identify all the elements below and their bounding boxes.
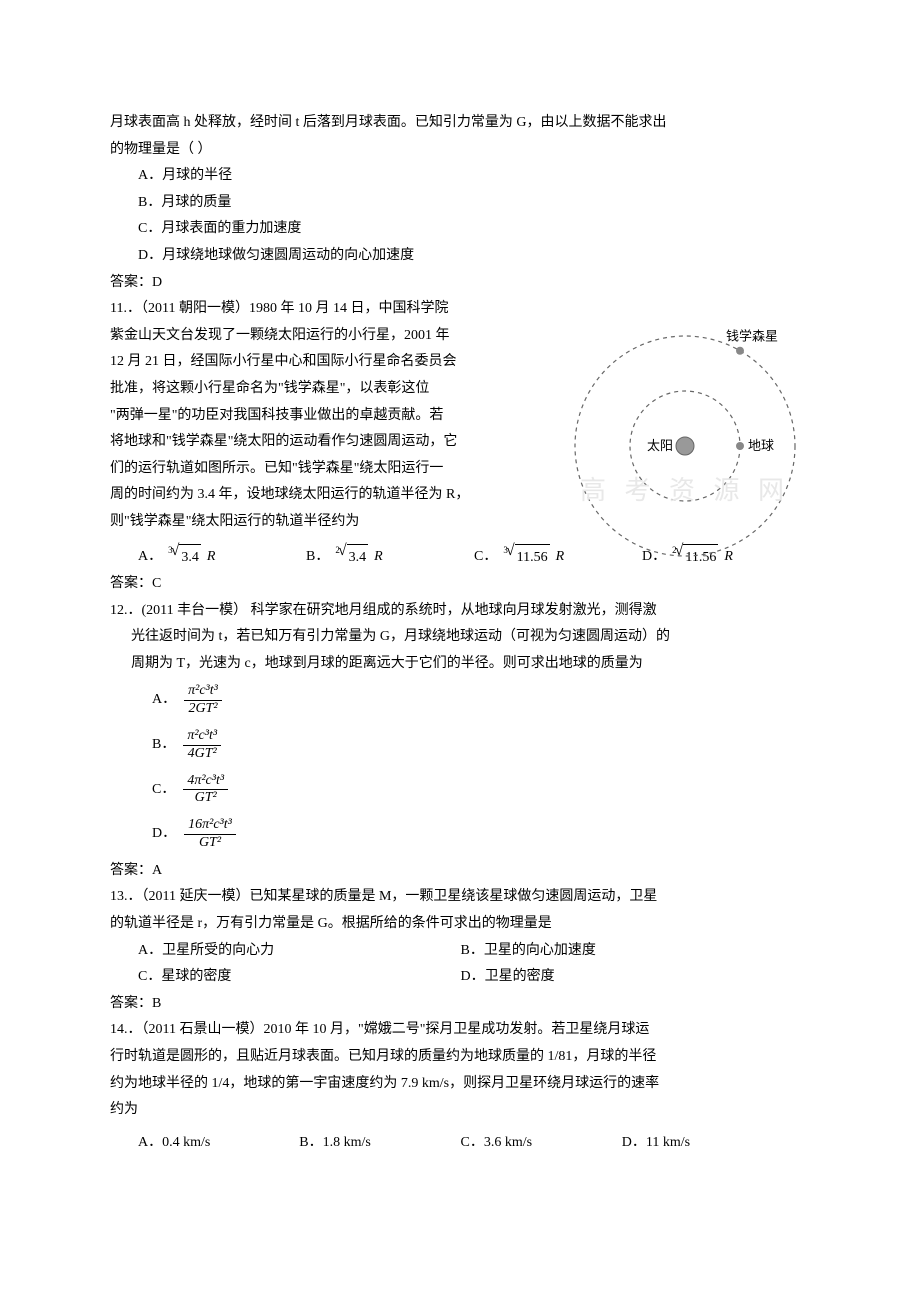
q12-option-d: D． 16π²c³t³GT²: [152, 813, 810, 856]
q10-option-a: A．月球的半径: [110, 163, 810, 190]
q14-option-b: B．1.8 km/s: [299, 1130, 460, 1157]
q12-line2: 光往返时间为 t，若已知万有引力常量为 G，月球绕地球运动（可视为匀速圆周运动）…: [110, 624, 810, 651]
label-sun: 太阳: [647, 438, 673, 453]
orbit-svg: 钱学森星 太阳 地球: [550, 306, 820, 566]
q10-answer: 答案：D: [110, 270, 810, 297]
q12-line3: 周期为 T，光速为 c，地球到月球的距离远大于它们的半径。则可求出地球的质量为: [110, 651, 810, 678]
q12-option-b: B． π²c³t³4GT²: [152, 724, 810, 767]
label-star: 钱学森星: [726, 329, 778, 344]
q10-stem-line2: 的物理量是（ ）: [110, 137, 810, 164]
q11-answer: 答案：C: [110, 571, 810, 598]
q11-line4: 批准，将这颗小行星命名为"钱学森星"，以表彰这位: [110, 376, 540, 403]
label-earth: 地球: [748, 438, 774, 453]
q10-option-d: D．月球绕地球做匀速圆周运动的向心加速度: [110, 243, 810, 270]
q14-line4: 约为: [110, 1097, 810, 1124]
q11-line8: 周的时间约为 3.4 年，设地球绕太阳运行的轨道半径为 R，: [110, 482, 540, 509]
q11-line5: "两弹一星"的功臣对我国科技事业做出的卓越贡献。若: [110, 403, 540, 430]
q14-line2: 行时轨道是圆形的，且贴近月球表面。已知月球的质量约为地球质量的 1/81，月球的…: [110, 1044, 810, 1071]
q11-line1: 11.．（2011 朝阳一模）1980 年 10 月 14 日，中国科学院: [110, 296, 540, 323]
q13-options-row2: C．星球的密度 D．卫星的密度: [110, 964, 810, 991]
q13-line2: 的轨道半径是 r，万有引力常量是 G。根据所给的条件可求出的物理量是: [110, 911, 810, 938]
q13-option-b: B．卫星的向心加速度: [461, 938, 784, 965]
q12-option-c: C． 4π²c³t³GT²: [152, 769, 810, 812]
q12-line1: 12.．(2011 丰台一模） 科学家在研究地月组成的系统时，从地球向月球发射激…: [110, 598, 810, 625]
q13-option-c: C．星球的密度: [138, 964, 461, 991]
q13-options-row1: A．卫星所受的向心力 B．卫星的向心加速度: [110, 938, 810, 965]
q11-option-b: B． 2√3.4R: [306, 544, 474, 572]
q11-line7: 们的运行轨道如图所示。已知"钱学森星"绕太阳运行一: [110, 456, 540, 483]
q14-line3: 约为地球半径的 1/4，地球的第一宇宙速度约为 7.9 km/s，则探月卫星环绕…: [110, 1071, 810, 1098]
q14-line1: 14.．（2011 石景山一模）2010 年 10 月，"嫦娥二号"探月卫星成功…: [110, 1017, 810, 1044]
q14-option-c: C．3.6 km/s: [461, 1130, 622, 1157]
q10-stem-line1: 月球表面高 h 处释放，经时间 t 后落到月球表面。已知引力常量为 G，由以上数…: [110, 110, 810, 137]
q12-answer: 答案：A: [110, 858, 810, 885]
q13-line1: 13.．（2011 延庆一模）已知某星球的质量是 M，一颗卫星绕该星球做匀速圆周…: [110, 884, 810, 911]
q13-option-d: D．卫星的密度: [461, 964, 784, 991]
q11-block: 11.．（2011 朝阳一模）1980 年 10 月 14 日，中国科学院 紫金…: [110, 296, 810, 535]
q14-option-a: A．0.4 km/s: [138, 1130, 299, 1157]
earth-dot: [736, 442, 744, 450]
q12-option-a: A． π²c³t³2GT²: [152, 679, 810, 722]
sun-dot: [676, 437, 694, 455]
q11-option-a: A． 3√3.4R: [138, 544, 306, 572]
star-dot: [736, 347, 744, 355]
q10-option-c: C．月球表面的重力加速度: [110, 216, 810, 243]
q10-option-b: B．月球的质量: [110, 190, 810, 217]
q13-answer: 答案：B: [110, 991, 810, 1018]
q11-orbit-diagram: 钱学森星 太阳 地球: [550, 306, 820, 566]
q11-line3: 12 月 21 日，经国际小行星中心和国际小行星命名委员会: [110, 349, 540, 376]
q11-line6: 将地球和"钱学森星"绕太阳的运动看作匀速圆周运动，它: [110, 429, 540, 456]
q14-options-row: A．0.4 km/s B．1.8 km/s C．3.6 km/s D．11 km…: [110, 1130, 810, 1157]
q11-line9: 则"钱学森星"绕太阳运行的轨道半径约为: [110, 509, 540, 536]
q14-option-d: D．11 km/s: [622, 1130, 783, 1157]
q11-line2: 紫金山天文台发现了一颗绕太阳运行的小行星，2001 年: [110, 323, 540, 350]
q12-options: A． π²c³t³2GT² B． π²c³t³4GT² C． 4π²c³t³GT…: [110, 679, 810, 855]
q13-option-a: A．卫星所受的向心力: [138, 938, 461, 965]
